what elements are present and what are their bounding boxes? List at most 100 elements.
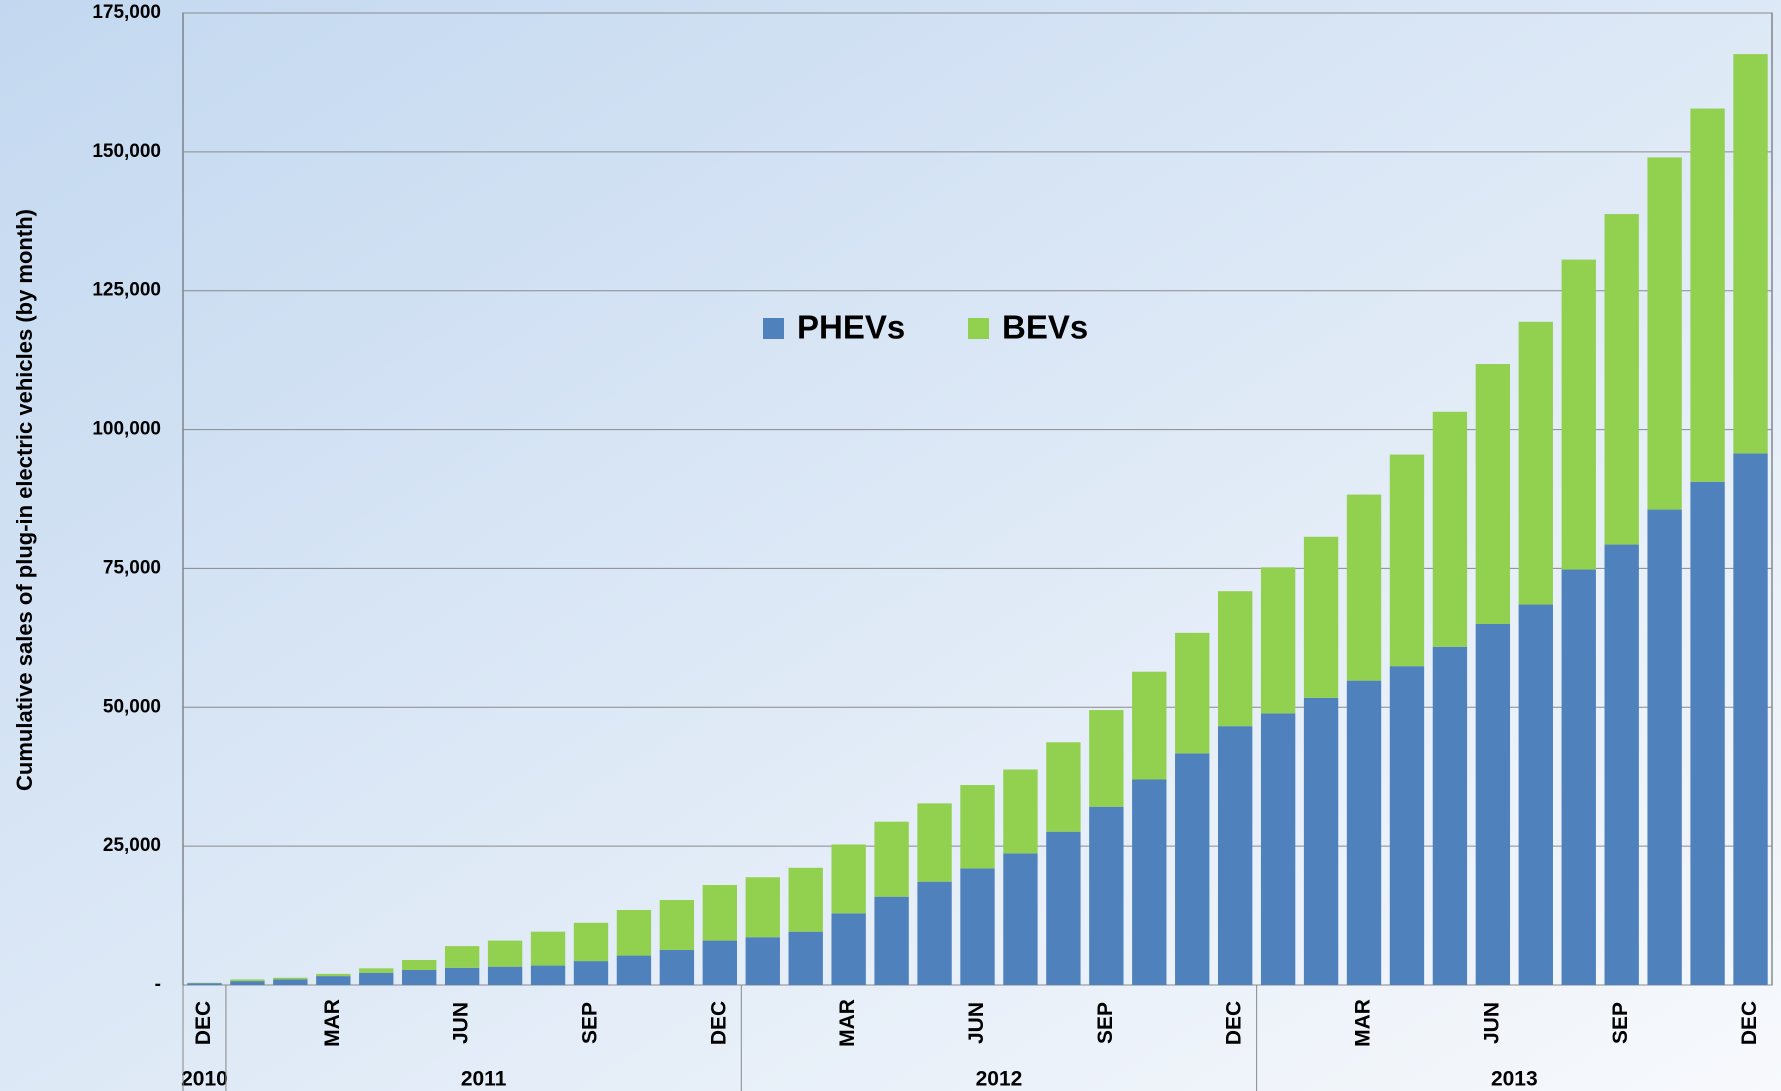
bar-segment <box>702 885 738 941</box>
legend-swatch <box>763 318 784 339</box>
x-tick-label: DEC <box>192 1001 215 1045</box>
bar-segment <box>659 900 695 951</box>
bar-segment <box>1561 259 1596 570</box>
x-tick-label: SEP <box>1609 1002 1632 1044</box>
bar-segment <box>745 937 780 985</box>
bar-segment <box>874 821 909 897</box>
bar-segment <box>1475 364 1511 624</box>
x-tick-label: JUN <box>450 1002 473 1044</box>
x-tick-label: MAR <box>1352 999 1375 1047</box>
bar-segment <box>1389 454 1425 667</box>
bar-segment <box>788 867 823 932</box>
x-tick-label: SEP <box>1094 1002 1117 1044</box>
bar-segment <box>1175 753 1210 985</box>
bar-segment <box>745 877 780 938</box>
bar-segment <box>874 896 909 985</box>
bar-segment <box>1518 604 1553 985</box>
bar-segment <box>1432 646 1468 985</box>
bar-segment <box>616 955 652 985</box>
bar-segment <box>1733 54 1768 454</box>
bar-segment <box>1690 108 1725 482</box>
bar-segment <box>1003 769 1038 854</box>
x-tick-label: JUN <box>1480 1002 1503 1044</box>
bar-segment <box>402 970 437 985</box>
bar-segment <box>1432 411 1468 647</box>
bar-segment <box>402 960 437 971</box>
x-tick-label: SEP <box>579 1002 602 1044</box>
x-tick-label: DEC <box>1738 1001 1761 1045</box>
bar-segment <box>1260 713 1296 985</box>
year-label: 2011 <box>461 1068 507 1091</box>
y-tick-label: - <box>155 974 161 995</box>
bar-segment <box>831 844 866 914</box>
x-tick-label: DEC <box>707 1001 730 1045</box>
bar-segment <box>359 968 394 973</box>
bar-segment <box>444 967 480 985</box>
bar-segment <box>1389 666 1425 985</box>
bar-segment <box>702 940 738 985</box>
legend-label: PHEVs <box>797 309 905 346</box>
x-tick-label: JUN <box>965 1002 988 1044</box>
bar-segment <box>230 979 265 982</box>
bar-segment <box>1604 544 1639 985</box>
bar-segment <box>316 976 351 985</box>
bar-segment <box>788 931 823 985</box>
y-tick-label: 150,000 <box>92 141 161 162</box>
bar-segment <box>573 961 609 985</box>
bar-segment <box>530 931 566 966</box>
bar-segment <box>831 913 866 985</box>
bar-segment <box>1217 726 1253 985</box>
bar-segment <box>1217 591 1253 727</box>
bar-segment <box>1475 623 1511 985</box>
bar-segment <box>960 785 995 869</box>
bar-segment <box>1604 214 1639 545</box>
bar-segment <box>1690 481 1725 985</box>
legend-label: BEVs <box>1002 309 1088 346</box>
x-tick-label: MAR <box>836 999 859 1047</box>
bar-segment <box>1647 157 1682 510</box>
bar-segment <box>1046 742 1081 832</box>
bar-segment <box>573 922 609 962</box>
bar-segment <box>960 868 995 985</box>
x-tick-label: DEC <box>1223 1001 1246 1045</box>
bar-segment <box>1518 321 1553 605</box>
bar-segment <box>1089 710 1124 807</box>
bar-segment <box>1175 632 1210 754</box>
bar-segment <box>1303 536 1339 698</box>
bar-segment <box>1303 697 1339 985</box>
y-tick-label: 75,000 <box>103 557 161 578</box>
bar-segment <box>487 966 523 985</box>
bar-segment <box>1046 831 1081 985</box>
bar-segment <box>1561 569 1596 985</box>
bar-segment <box>1260 567 1296 714</box>
year-label: 2012 <box>976 1068 1023 1091</box>
bar-segment <box>1647 509 1682 985</box>
bar-segment <box>616 910 652 956</box>
year-label: 2010 <box>181 1068 228 1091</box>
bar-segment <box>1003 853 1038 985</box>
bar-segment <box>1346 680 1382 985</box>
bar-segment <box>273 977 308 980</box>
bar-segment <box>530 965 566 985</box>
year-label: 2013 <box>1491 1068 1538 1091</box>
bar-segment <box>230 981 265 985</box>
x-tick-label: MAR <box>321 999 344 1047</box>
bar-segment <box>1089 806 1124 985</box>
bar-segment <box>316 973 351 977</box>
bar-segment <box>444 946 480 968</box>
bar-segment <box>359 972 394 985</box>
legend-swatch <box>968 318 989 339</box>
y-tick-label: 25,000 <box>103 835 161 856</box>
bar-segment <box>487 940 523 967</box>
y-tick-label: 50,000 <box>103 696 161 717</box>
bar-segment <box>273 979 308 985</box>
bar-segment <box>917 881 952 985</box>
y-tick-label: 125,000 <box>92 280 161 301</box>
bar-segment <box>1132 671 1167 780</box>
bar-segment <box>917 803 952 882</box>
y-axis-label: Cumulative sales of plug-in electric veh… <box>12 209 37 791</box>
bar-segment <box>1346 494 1382 681</box>
y-tick-label: 175,000 <box>92 2 161 23</box>
bar-segment <box>1132 779 1167 985</box>
